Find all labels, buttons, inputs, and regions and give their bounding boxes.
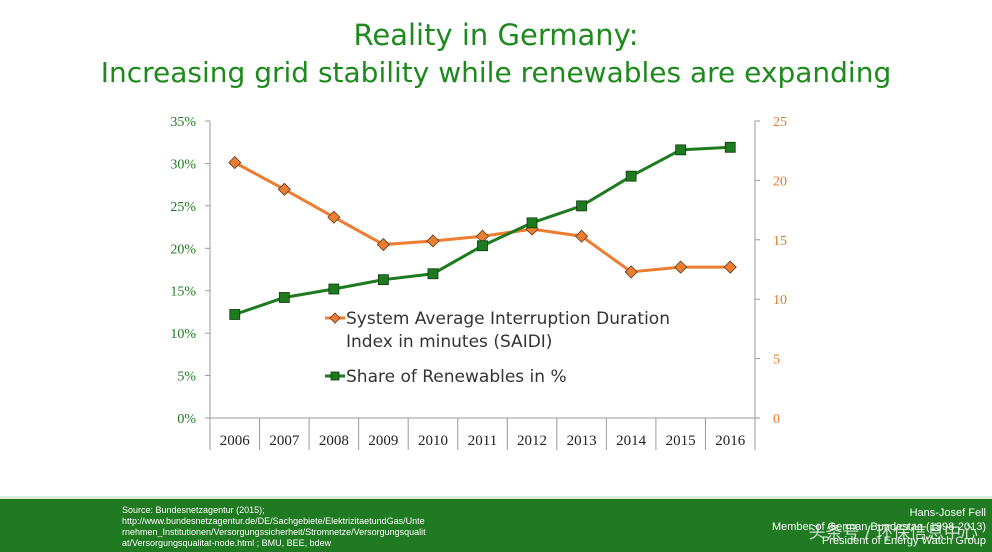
left-axis-tick-label: 10% (170, 327, 196, 342)
renewables-point (328, 283, 340, 295)
dual-axis-line-chart: 0% 5% 10% 15% 20% 25% 30% 35% 0 5 10 15 20 25 2006 2007… (170, 115, 787, 450)
author-role: Member of German Bundestag (1998-2013) (771, 521, 986, 533)
saidi-point (327, 210, 341, 224)
source-line: at/Versorgungsqualitat-node.html ; BMU, … (122, 538, 332, 548)
legend-renewables-marker (330, 371, 340, 381)
left-axis-tick-label: 30% (170, 157, 196, 172)
saidi-point (575, 229, 589, 243)
legend-renewables-label: Share of Renewables in % (346, 367, 567, 387)
footer-bar (0, 496, 992, 552)
x-axis-tick-label: 2008 (319, 433, 349, 449)
renewables-point (427, 268, 439, 280)
x-axis-tick-label: 2013 (567, 433, 597, 449)
x-axis-tick-label: 2011 (468, 433, 497, 449)
left-axis-tick-label: 0% (177, 412, 196, 427)
renewables-point (675, 144, 687, 156)
saidi-point (674, 260, 688, 274)
x-axis-tick-label: 2007 (269, 433, 300, 449)
saidi-point (228, 156, 242, 170)
x-axis-tick-label: 2010 (418, 433, 448, 449)
author-credit: Hans-Josef Fell Member of German Bundest… (772, 506, 986, 548)
x-axis-tick-label: 2014 (616, 433, 647, 449)
left-axis-tick-label: 25% (170, 200, 196, 215)
x-axis-tick-label: 2009 (368, 433, 398, 449)
renewables-point (477, 240, 488, 252)
renewables-point (229, 309, 241, 320)
x-axis-tick-label: 2016 (715, 433, 746, 449)
renewables-point (724, 141, 736, 153)
renewables-point (625, 170, 637, 182)
legend-saidi-label: System Average Interruption Duration (346, 309, 670, 329)
saidi-point (376, 237, 390, 252)
left-axis-tick-label: 5% (177, 370, 196, 385)
left-axis-tick-label: 35% (170, 115, 196, 130)
legend-saidi-marker (329, 312, 341, 324)
renewables-point (526, 217, 538, 229)
renewables-point (278, 292, 290, 303)
renewables-point (378, 274, 389, 286)
left-axis-tick-label: 15% (170, 285, 196, 300)
right-axis-tick-label: 0 (773, 412, 780, 427)
left-axis-tick-label: 20% (170, 242, 196, 257)
right-axis-tick-label: 20 (773, 174, 787, 189)
title-line-1: Reality in Germany: (353, 18, 639, 52)
source-line: http://www.bundesnetzagentur.de/DE/Sachg… (122, 516, 425, 526)
renewables-point (576, 200, 587, 212)
saidi-point (426, 234, 440, 248)
title-line-2: Increasing grid stability while renewabl… (100, 56, 892, 89)
x-axis-tick-label: 2012 (517, 433, 547, 449)
watermark-text: 头条号 / 环保信息中心 (808, 523, 978, 543)
saidi-point (723, 260, 737, 274)
saidi-point (624, 265, 638, 279)
author-name: Hans-Josef Fell (909, 507, 986, 519)
right-axis-tick-label: 25 (773, 115, 787, 130)
right-axis-tick-label: 5 (773, 353, 780, 368)
source-line: Source: Bundesnetzagentur (2015); (122, 505, 265, 515)
saidi-point (277, 182, 291, 196)
source-line: rnehmen_Institutionen/Versorgungssicherh… (122, 527, 426, 537)
legend-saidi-label: Index in minutes (SAIDI) (346, 332, 552, 352)
x-axis-tick-label: 2006 (220, 433, 251, 449)
right-axis-tick-label: 10 (773, 293, 787, 308)
x-axis-tick-label: 2015 (666, 433, 696, 449)
author-role: President of Energy Watch Group (821, 535, 986, 547)
source-citation: Source: Bundesnetzagentur (2015); http:/… (122, 505, 502, 549)
saidi-series-line (234, 161, 731, 274)
right-axis-tick-label: 15 (773, 234, 787, 249)
